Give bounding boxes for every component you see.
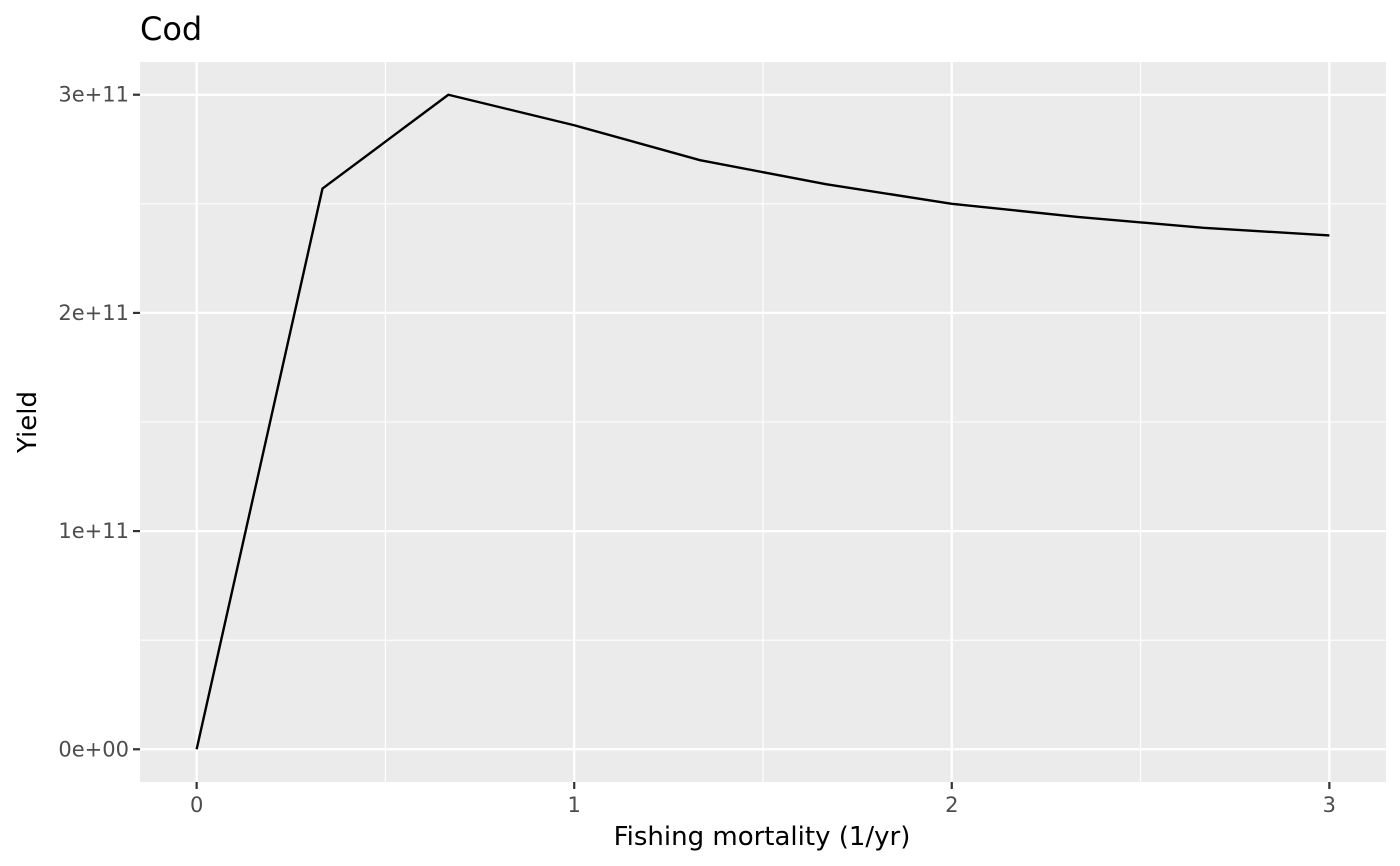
axis-layer: 0 1 2 3 0e+00 1e+11 2e+11 3e+11 [58,83,1336,817]
x-tick-label: 0 [190,793,203,817]
y-axis-label: Yield [13,391,43,454]
x-axis-label: Fishing mortality (1/yr) [614,822,911,852]
grid-lines [140,62,1386,782]
chart-title: Cod [140,10,202,48]
y-tick-label: 3e+11 [58,83,129,107]
x-tick-label: 1 [568,793,581,817]
x-tick-label: 3 [1323,793,1336,817]
y-tick-label: 2e+11 [58,301,129,325]
y-tick-label: 1e+11 [58,519,129,543]
y-tick-label: 0e+00 [58,737,129,761]
series-layer [195,93,1330,750]
series-line-0 [195,93,1330,750]
x-tick-label: 2 [945,793,958,817]
